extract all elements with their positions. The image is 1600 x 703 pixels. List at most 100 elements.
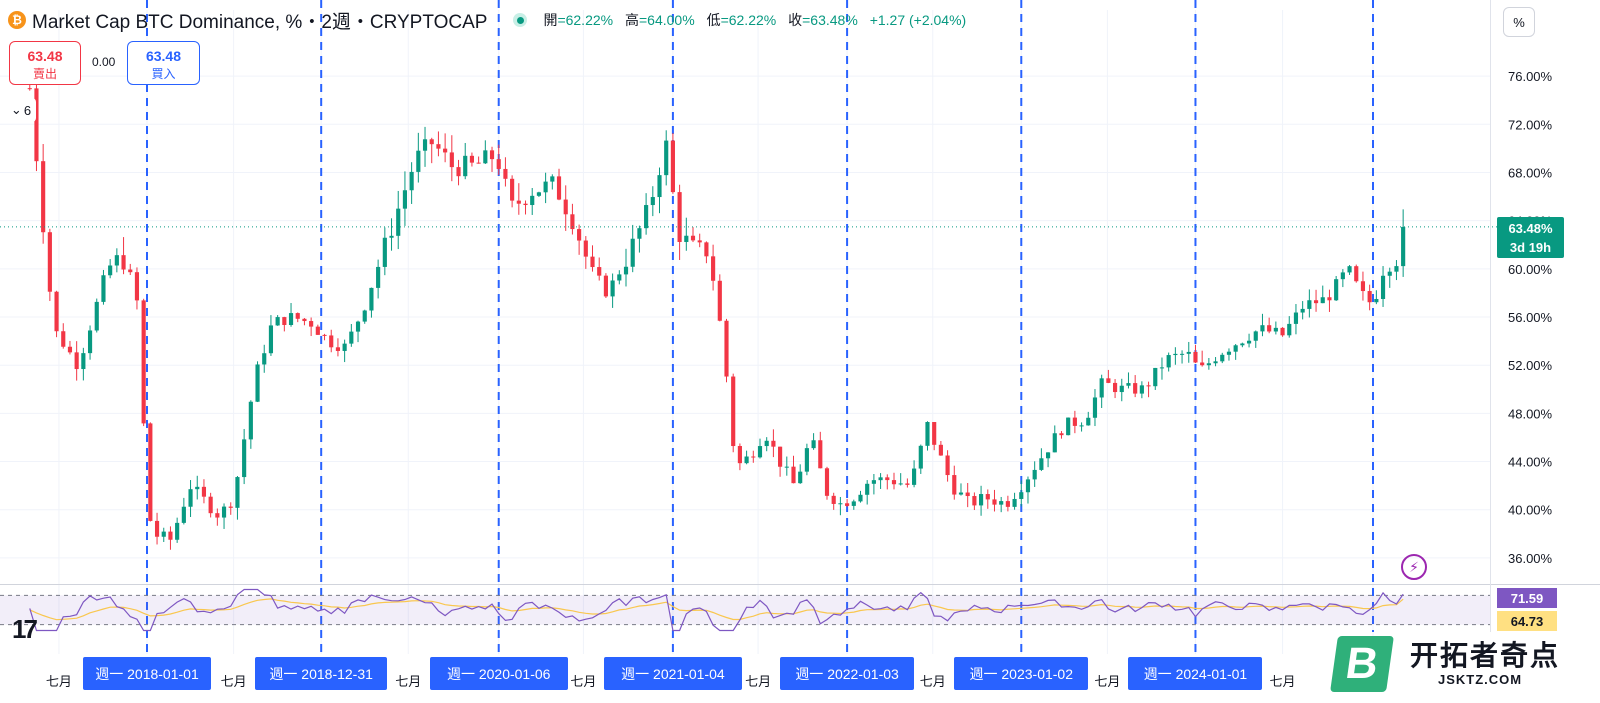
candle [188, 480, 193, 517]
percent-scale-button[interactable]: % [1503, 7, 1535, 37]
candle [335, 338, 341, 357]
candle-body [597, 267, 602, 276]
candle-body [1287, 323, 1292, 336]
candle-body [952, 475, 957, 495]
candle-body [657, 175, 662, 198]
x-date-marker-label: 週一 2018-01-01 [83, 657, 211, 690]
candle-body [1112, 382, 1118, 393]
candle [74, 341, 79, 381]
bar-countdown: 3d 19h [1509, 240, 1552, 255]
candle [905, 478, 910, 488]
x-date-marker-label: 週一 2018-12-31 [255, 657, 388, 690]
brand-logo-icon: B [1330, 636, 1394, 692]
candle [1280, 327, 1285, 337]
candle [516, 183, 521, 215]
candle [1019, 480, 1024, 507]
time-axis[interactable]: 七月 週一 2018-01-01 七月 週一 2018-12-31 七月 週一 2020-… [0, 657, 1600, 693]
candle-body [275, 317, 280, 326]
candle [1112, 379, 1118, 399]
x-tick-label: 七月 [220, 674, 247, 689]
bitcoin-icon: ₿ [8, 11, 26, 29]
candle-body [449, 152, 454, 168]
candle-body [918, 445, 923, 469]
candle-body [1340, 272, 1345, 280]
candle-body [195, 486, 200, 490]
candle [1387, 267, 1392, 288]
indicators-toggle[interactable]: ⌄ 6 [6, 98, 36, 122]
candle-body [979, 494, 984, 506]
candle-body [536, 192, 541, 196]
candle [108, 259, 113, 279]
candle-body [1387, 271, 1392, 276]
candle-body [235, 477, 240, 508]
candle-body [925, 422, 930, 446]
low-value: =62.22% [720, 12, 777, 28]
market-status-icon[interactable] [513, 13, 528, 27]
candle-body [1293, 312, 1299, 324]
candle-body [550, 176, 555, 182]
candle-body [1307, 300, 1312, 309]
candle [664, 130, 669, 186]
candle-body [483, 150, 488, 164]
candle [1066, 417, 1071, 436]
x-date-marker-label: 週一 2022-01-03 [780, 657, 915, 690]
candle [195, 475, 200, 500]
buy-button[interactable]: 63.48 買入 [127, 41, 200, 85]
candle-body [1240, 343, 1245, 346]
candle [282, 316, 287, 332]
candle [255, 361, 260, 403]
candle-body [1246, 340, 1252, 344]
sell-button[interactable]: 63.48 賣出 [9, 41, 81, 85]
candle [737, 443, 742, 471]
candle [972, 492, 977, 511]
candle-body [1347, 266, 1352, 273]
candle [201, 479, 207, 504]
candle [985, 489, 990, 509]
candle-body [1019, 492, 1024, 499]
candle-body [1146, 385, 1151, 387]
candle-body [1260, 325, 1265, 332]
candle [1327, 289, 1332, 312]
candle [617, 270, 622, 285]
candle-body [1052, 433, 1057, 453]
candle [309, 317, 314, 337]
candle-body [1360, 281, 1366, 292]
candle [422, 126, 428, 167]
candle [148, 422, 153, 522]
candle-body [188, 489, 193, 507]
candle [449, 135, 454, 182]
candle [804, 443, 809, 476]
candle [1360, 271, 1366, 301]
candle-body [335, 347, 341, 351]
candle-body [416, 150, 421, 172]
candle [690, 227, 696, 243]
candle-body [456, 167, 461, 177]
candle-body [1106, 378, 1111, 383]
candle-body [262, 353, 267, 365]
candle-body [1186, 351, 1191, 354]
candle-body [496, 159, 501, 169]
candle-body [1267, 325, 1272, 332]
candle-body [362, 310, 367, 322]
candle-body [1226, 351, 1232, 355]
candlesticks [27, 77, 1406, 550]
last-price-tag: 63.48% 3d 19h [1497, 217, 1564, 258]
candle [208, 492, 213, 518]
tradingview-logo-icon[interactable]: 17 [12, 614, 38, 644]
candle [878, 473, 883, 489]
candle [845, 499, 850, 507]
y-tick-label: 36.00% [1508, 551, 1553, 566]
candle [637, 225, 642, 253]
candle [791, 455, 796, 484]
candle [644, 193, 649, 235]
lightning-icon[interactable]: ⚡ [1401, 554, 1427, 580]
candle-body [637, 228, 642, 239]
candle-body [1327, 297, 1332, 301]
candle-body [603, 275, 608, 297]
candle [838, 496, 843, 516]
candle [1394, 260, 1399, 281]
symbol-title[interactable]: Market Cap BTC Dominance, %・2週・CRYPTOCAP [32, 11, 488, 33]
candle-body [1139, 385, 1144, 394]
candle-body [757, 446, 763, 458]
